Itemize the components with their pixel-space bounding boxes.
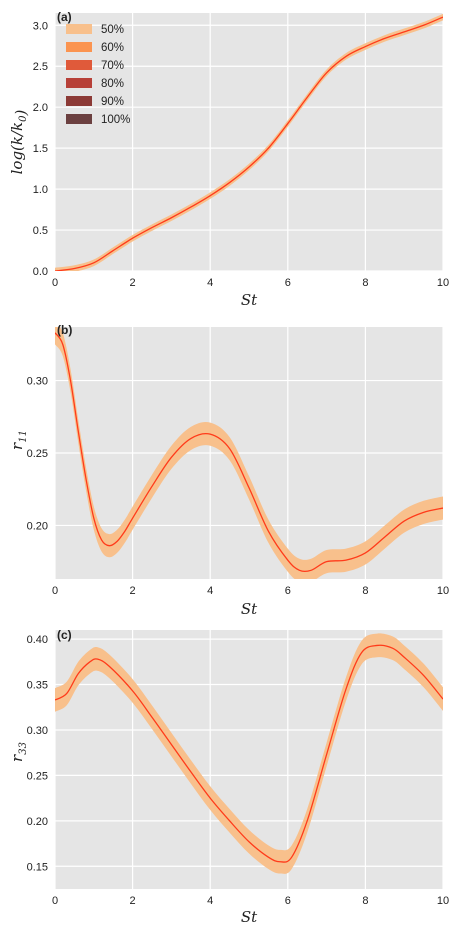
plot-background — [55, 13, 443, 271]
x-tick-label: 8 — [362, 585, 368, 597]
x-tick-label: 2 — [130, 277, 136, 289]
chart-panel-2: 0 2 4 6 8 10 0.20 0.25 0.30 St r11 (b) — [8, 323, 449, 618]
series-bands — [55, 327, 443, 579]
series-bands — [55, 633, 443, 874]
y-tick-label: 0.30 — [27, 376, 48, 388]
x-tick-label: 8 — [362, 895, 368, 907]
legend-label: 50% — [101, 24, 124, 36]
x-axis-label: St — [241, 291, 258, 309]
x-tick-label: 8 — [362, 277, 368, 289]
y-tick-label: 0.0 — [33, 266, 48, 278]
x-tick-label: 6 — [285, 585, 291, 597]
legend-swatch — [66, 78, 92, 88]
y-tick-label: 2.0 — [33, 102, 48, 114]
x-tick-label: 2 — [130, 895, 136, 907]
y-tick-label: 3.0 — [33, 20, 48, 32]
legend-swatch — [66, 60, 92, 70]
series-line — [55, 16, 443, 271]
panel-label: (a) — [57, 10, 72, 24]
x-tick-label: 10 — [437, 585, 449, 597]
legend-label: 60% — [101, 42, 124, 54]
legend-label: 70% — [101, 60, 124, 72]
y-tick-label: 0.25 — [27, 448, 48, 460]
y-tick-label: 0.25 — [27, 770, 48, 782]
y-axis-label: r11 — [8, 430, 29, 450]
y-tick-label: 0.20 — [27, 816, 48, 828]
legend-swatch — [66, 42, 92, 52]
y-tick-label: 2.5 — [33, 61, 48, 73]
band-1 — [55, 633, 443, 874]
x-axis-label: St — [241, 908, 258, 926]
series-bands — [55, 13, 443, 271]
chart-panel-1: 0 2 4 6 8 10 0.0 0.5 1.0 1.5 2.0 2.5 3.0 St log(k/k0) (… — [8, 10, 449, 309]
x-tick-label: 0 — [52, 277, 58, 289]
y-tick-label: 0.20 — [27, 520, 48, 532]
x-tick-label: 10 — [437, 895, 449, 907]
y-tick-label: 0.15 — [27, 861, 48, 873]
legend-label: 80% — [101, 78, 124, 90]
x-tick-label: 2 — [130, 585, 136, 597]
x-tick-label: 4 — [207, 895, 213, 907]
x-tick-label: 0 — [52, 895, 58, 907]
y-tick-label: 0.5 — [33, 225, 48, 237]
legend-label: 100% — [101, 114, 130, 126]
y-axis-label: r33 — [8, 742, 29, 762]
x-axis-label: St — [241, 600, 258, 618]
x-tick-label: 6 — [285, 277, 291, 289]
legend-label: 90% — [101, 96, 124, 108]
y-axis-label: log(k/k0) — [8, 109, 30, 174]
legend-swatch — [66, 24, 92, 34]
legend-swatch — [66, 96, 92, 106]
y-tick-label: 0.30 — [27, 725, 48, 737]
panel-label: (c) — [57, 628, 72, 642]
x-tick-label: 4 — [207, 585, 213, 597]
y-tick-label: 1.5 — [33, 143, 48, 155]
y-tick-label: 0.35 — [27, 680, 48, 692]
x-tick-label: 10 — [437, 277, 449, 289]
y-tick-label: 1.0 — [33, 184, 48, 196]
series-line — [55, 644, 443, 863]
series-line — [55, 332, 443, 573]
x-tick-label: 4 — [207, 277, 213, 289]
x-tick-label: 6 — [285, 895, 291, 907]
y-tick-label: 0.40 — [27, 634, 48, 646]
panel-label: (b) — [57, 323, 72, 337]
x-tick-label: 0 — [52, 585, 58, 597]
chart-panel-3: 0 2 4 6 8 10 0.15 0.20 0.25 0.30 0.35 0.40 St r33 (c) — [8, 628, 449, 926]
legend-swatch — [66, 114, 92, 124]
legend: 50% 60% 70% 80% 90% 100% — [66, 24, 130, 126]
